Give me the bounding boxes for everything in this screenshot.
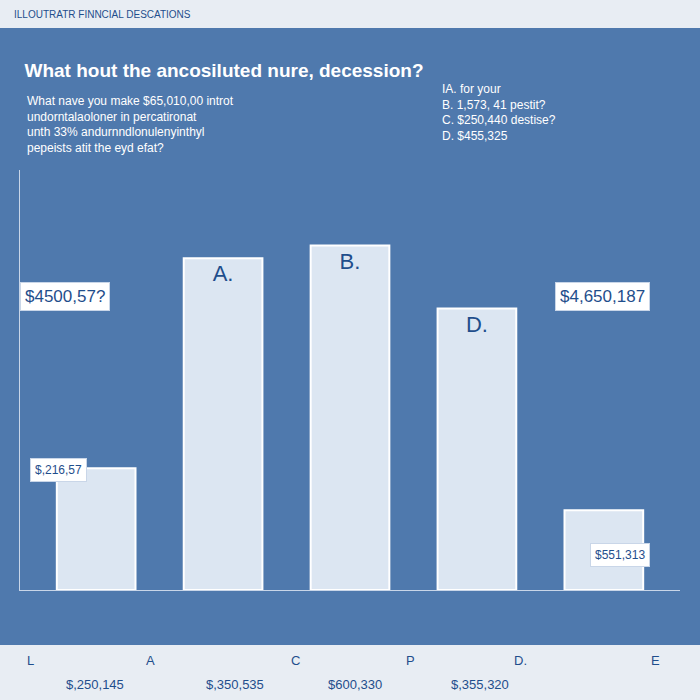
svg-text:B.: B. xyxy=(340,249,361,274)
svg-text:D.: D. xyxy=(514,653,527,668)
svg-text:$600,330: $600,330 xyxy=(328,677,382,692)
svg-text:E: E xyxy=(651,653,660,668)
svg-text:A: A xyxy=(146,653,155,668)
svg-text:D.: D. xyxy=(466,312,488,337)
svg-text:What nave you make $65,010,00: What nave you make $65,010,00 introtundo… xyxy=(27,94,234,155)
svg-text:$,355,320: $,355,320 xyxy=(451,677,509,692)
svg-text:A.: A. xyxy=(213,261,234,286)
svg-text:$4500,57?: $4500,57? xyxy=(25,287,105,306)
svg-text:ILLOUTRATR FINNCIAL DESCATIONS: ILLOUTRATR FINNCIAL DESCATIONS xyxy=(14,9,191,20)
svg-text:$551,313: $551,313 xyxy=(595,548,645,562)
svg-text:$,250,145: $,250,145 xyxy=(66,677,124,692)
svg-text:L: L xyxy=(27,653,34,668)
svg-text:P: P xyxy=(406,653,415,668)
svg-text:$,216,57: $,216,57 xyxy=(35,463,82,477)
svg-text:$,350,535: $,350,535 xyxy=(206,677,264,692)
svg-text:What hout the ancosiluted nure: What hout the ancosiluted nure, decessio… xyxy=(25,60,424,81)
svg-text:IA. for yourB. 1,573, 41 pesti: IA. for yourB. 1,573, 41 pestit?C. $250,… xyxy=(442,82,556,143)
svg-text:C: C xyxy=(291,653,300,668)
svg-text:$4,650,187: $4,650,187 xyxy=(560,287,645,306)
